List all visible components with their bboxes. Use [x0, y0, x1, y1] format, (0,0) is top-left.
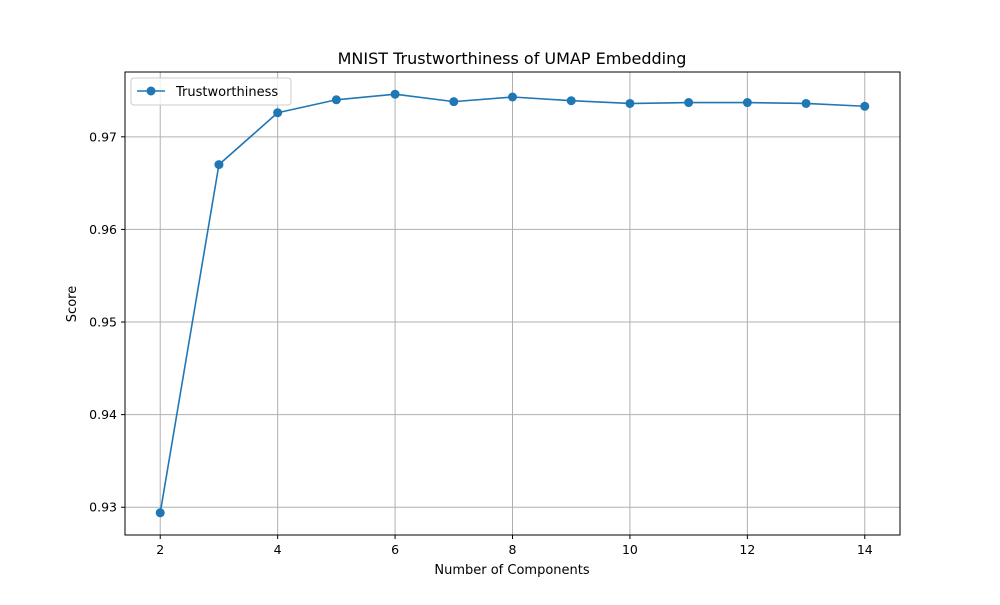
x-tick-label: 10	[622, 542, 638, 557]
data-point	[860, 101, 870, 111]
data-point	[331, 95, 341, 105]
data-point	[214, 160, 224, 170]
x-tick-label: 14	[857, 542, 873, 557]
x-tick-label: 4	[274, 542, 282, 557]
data-point	[742, 98, 752, 108]
y-tick-label: 0.96	[89, 222, 117, 237]
data-point	[273, 108, 283, 118]
y-tick-label: 0.95	[89, 315, 117, 330]
x-axis-label: Number of Components	[434, 563, 589, 578]
y-tick-label: 0.94	[89, 407, 117, 422]
data-point	[390, 89, 400, 99]
y-tick-label: 0.97	[89, 129, 117, 144]
data-point	[566, 96, 576, 106]
legend: Trustworthiness	[130, 77, 292, 106]
x-tick-label: 6	[391, 542, 399, 557]
series-layer	[155, 89, 870, 518]
legend-label-trustworthiness: Trustworthiness	[175, 85, 278, 100]
legend-box	[130, 77, 292, 106]
data-point	[155, 508, 165, 518]
chart-title: MNIST Trustworthiness of UMAP Embedding	[338, 49, 687, 68]
data-point	[684, 98, 694, 108]
y-axis-label: Score	[65, 286, 80, 322]
x-tick-label: 12	[739, 542, 755, 557]
data-point	[508, 92, 517, 102]
data-point	[801, 98, 811, 108]
data-point	[449, 97, 459, 107]
grid-layer	[125, 72, 900, 535]
tick-layer: 2 4 6 8 10 12 14 0.93 0.94 0.95 0.96 0.97	[89, 129, 873, 557]
x-tick-label: 2	[156, 542, 164, 557]
x-tick-label: 8	[509, 542, 517, 557]
legend-marker-swatch	[146, 86, 156, 96]
data-point	[625, 98, 635, 108]
y-tick-label: 0.93	[89, 500, 117, 515]
